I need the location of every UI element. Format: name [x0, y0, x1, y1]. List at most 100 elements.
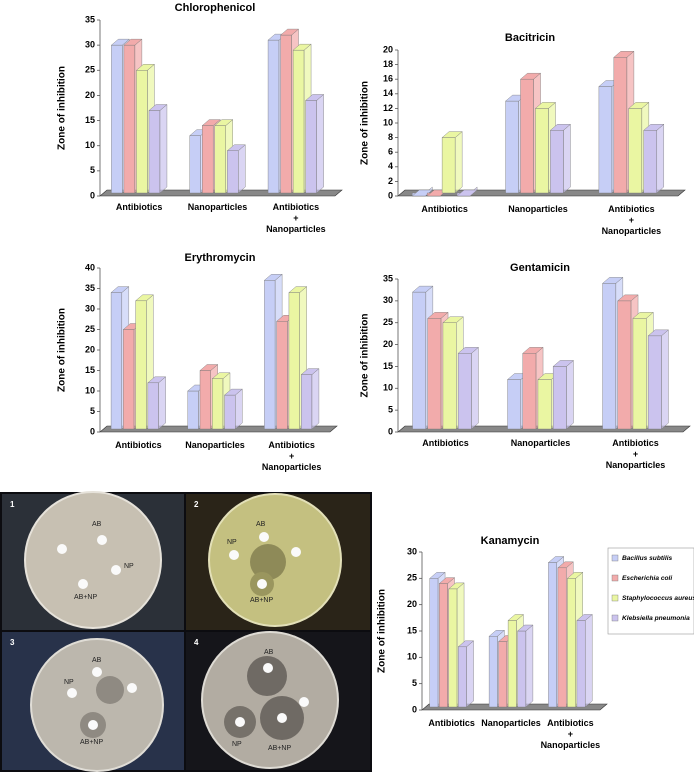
disc	[235, 717, 245, 727]
bar	[148, 110, 161, 194]
x-tick-label: Nanoparticles	[510, 438, 571, 448]
x-tick-label: Nanoparticles	[185, 440, 245, 450]
y-tick-label: 20	[383, 44, 393, 54]
bar-top	[547, 556, 565, 563]
bar	[199, 370, 211, 430]
y-tick-label: 0	[412, 704, 417, 714]
bar	[522, 353, 537, 430]
bar-side	[159, 104, 168, 194]
bar	[227, 150, 239, 194]
bar	[643, 130, 657, 194]
disc	[257, 579, 267, 589]
bar-top	[441, 131, 463, 138]
disc	[263, 663, 273, 673]
bar-top	[148, 104, 168, 111]
bar-top	[292, 43, 312, 51]
petri-dish	[24, 491, 162, 629]
bar	[224, 394, 236, 430]
bar-top	[617, 294, 639, 302]
bar	[552, 366, 567, 430]
bar	[110, 292, 122, 430]
bar	[429, 578, 439, 708]
bar	[458, 646, 467, 708]
y-tick-label: 30	[407, 546, 417, 556]
bar-top	[517, 624, 534, 632]
bar	[280, 34, 292, 194]
y-tick-label: 12	[383, 103, 393, 113]
y-tick-label: 6	[388, 147, 393, 157]
bar-top	[199, 364, 219, 371]
y-tick-label: 10	[383, 383, 393, 393]
inhibition-zone	[96, 676, 124, 704]
bar-top	[632, 312, 654, 319]
bar-top	[576, 614, 593, 621]
y-tick-label: 35	[383, 273, 393, 283]
legend-label: Bacillus subtilis	[622, 555, 673, 562]
bar-side	[566, 359, 574, 430]
bar	[427, 318, 442, 430]
inhibition-zone	[247, 656, 287, 696]
x-tick-label: Antibiotics + Nanoparticles	[261, 440, 322, 472]
y-tick-label: 14	[383, 88, 393, 98]
bar	[507, 620, 517, 708]
discs	[57, 532, 309, 730]
bar-side	[525, 624, 534, 708]
y-axis-label: Zone of inhibition	[360, 314, 371, 398]
disc	[88, 720, 98, 730]
disc-label: AB	[92, 521, 102, 528]
bar-side	[316, 94, 324, 194]
bar-top	[456, 189, 478, 197]
y-tick-label: 30	[383, 295, 393, 305]
bar	[135, 300, 147, 430]
y-tick-label: 0	[388, 190, 393, 200]
bar-top	[549, 124, 571, 131]
y-tick-label: 30	[85, 40, 95, 50]
y-tick-label: 5	[388, 405, 393, 415]
bar-top	[201, 119, 221, 126]
disc	[78, 579, 88, 589]
bar	[457, 353, 472, 430]
chart-title: Erythromycin	[185, 252, 256, 264]
disc-label: NP	[232, 741, 242, 748]
bar	[288, 292, 300, 430]
disc	[229, 550, 239, 560]
bar	[301, 374, 313, 430]
disc-label: AB+NP	[250, 597, 273, 604]
y-axis-label: Zone of inhibition	[377, 589, 388, 673]
chart-title: Bacitricin	[505, 32, 555, 44]
x-tick-label: Antibiotics	[428, 718, 475, 728]
x-tick-label: Antibiotics + Nanoparticles	[605, 438, 666, 470]
bar-top	[263, 274, 283, 281]
bar	[292, 49, 305, 194]
y-tick-label: 4	[388, 161, 393, 171]
bar-side	[471, 346, 479, 430]
y-tick-label: 35	[85, 14, 95, 24]
bar	[147, 382, 159, 430]
bar-side	[158, 376, 166, 430]
bar-side	[661, 329, 669, 430]
photo-panel: 1 2 3 4 AB NP AB+NP AB NP AB+NP AB NP AB…	[0, 491, 372, 772]
bar	[276, 321, 288, 430]
disc	[111, 565, 121, 575]
y-tick-label: 10	[85, 140, 95, 150]
bar-top	[280, 28, 300, 36]
bar	[613, 57, 628, 194]
legend-swatch	[611, 554, 619, 562]
chart-title: Gentamicin	[510, 262, 570, 274]
chart-title: Kanamycin	[481, 535, 540, 547]
bar-top	[602, 277, 624, 284]
disc	[291, 547, 301, 557]
x-tick-label: Antibiotics	[115, 202, 163, 212]
disc-label: NP	[227, 539, 237, 546]
bar-top	[147, 376, 167, 383]
bar	[647, 335, 662, 430]
bar-top	[519, 72, 542, 80]
plate-number: 3	[10, 638, 15, 647]
bar-top	[305, 94, 325, 101]
bar-top	[628, 102, 650, 109]
bar-top	[643, 124, 665, 131]
y-tick-label: 10	[85, 385, 95, 395]
bar	[488, 636, 498, 708]
disc-label: AB	[92, 657, 102, 664]
y-tick-label: 15	[407, 625, 417, 635]
